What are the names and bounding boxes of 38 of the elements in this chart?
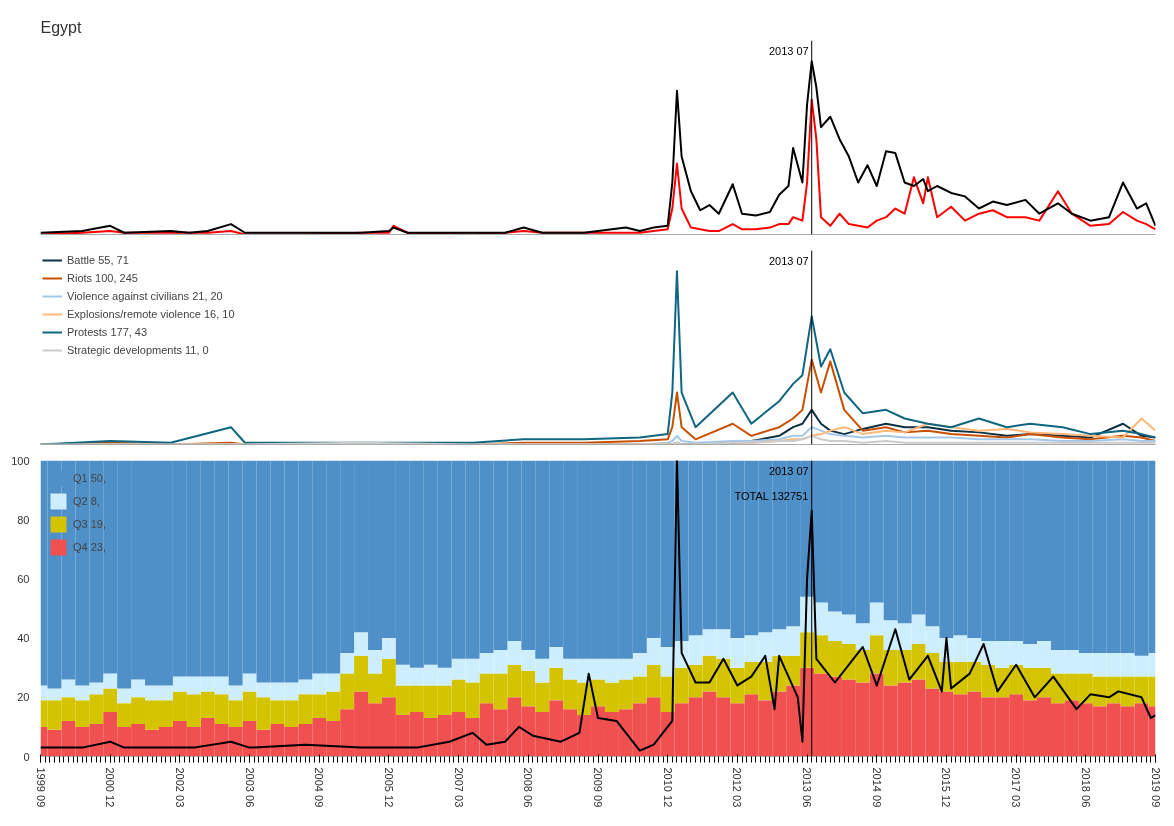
legend-label: Explosions/remote violence 16, 10 [67, 307, 235, 322]
x-tick-label: 2017 03 [1010, 767, 1023, 808]
x-tick-label: 2002 03 [173, 767, 186, 808]
y-tick-label: 40 [17, 632, 30, 645]
x-tick-label: 1999 09 [34, 767, 47, 808]
x-tick-label: 2012 03 [731, 767, 744, 808]
x-tick-label: 2000 12 [104, 767, 117, 808]
annotation: TOTAL 132751 [734, 490, 809, 503]
y-tick-label: 80 [17, 513, 30, 526]
x-tick-label: 2005 12 [382, 767, 395, 808]
x-tick-label: 2009 09 [592, 767, 604, 808]
legend-label: Violence against civilians 21, 20 [67, 289, 223, 304]
x-tick-label: 2003 06 [243, 767, 256, 808]
legend-label: Q3 19, [73, 517, 107, 532]
legend-label: Q1 50, [73, 471, 107, 486]
x-tick-label: 2007 03 [452, 767, 465, 808]
x-tick-label: 2014 09 [870, 767, 883, 808]
ref-line-label: 2013 07 [768, 464, 809, 477]
ref-line-label: 2013 07 [768, 254, 809, 267]
x-tick-label: 2018 06 [1079, 767, 1092, 808]
legend-label: Protests 177, 43 [67, 325, 148, 340]
chart-title: Egypt [40, 18, 82, 36]
legend-label: Q2 8, [73, 494, 100, 509]
x-tick-label: 2015 12 [940, 767, 953, 808]
y-tick-label: 100 [11, 454, 30, 467]
y-tick-label: 20 [17, 691, 30, 704]
x-tick-label: 2013 06 [801, 767, 814, 808]
legend-label: Q4 23, [73, 540, 107, 555]
y-tick-label: 0 [23, 750, 30, 763]
ref-line-label: 2013 07 [768, 44, 809, 57]
x-tick-label: 2008 06 [522, 767, 535, 808]
legend-label: Battle 55, 71 [67, 253, 129, 268]
y-tick-label: 60 [17, 572, 30, 585]
legend-label: Strategic developments 11, 0 [67, 343, 209, 358]
x-tick-label: 2010 12 [661, 767, 674, 808]
x-tick-label: 2004 09 [313, 767, 326, 808]
legend-label: Riots 100, 245 [67, 271, 138, 286]
x-tick-label: 2019 09 [1149, 767, 1162, 808]
